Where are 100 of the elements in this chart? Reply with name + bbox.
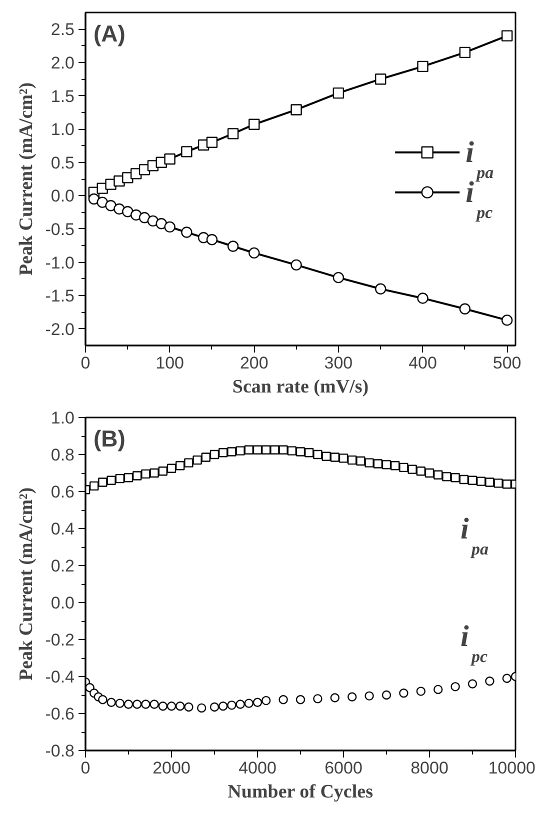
- x-tick-label: 6000: [324, 758, 362, 778]
- y-tick-label: 0.8: [50, 446, 75, 464]
- point: [206, 234, 218, 246]
- point: [132, 471, 142, 480]
- chart-title: (B): [94, 426, 126, 452]
- point: [459, 303, 471, 314]
- point: [287, 446, 296, 456]
- point: [330, 452, 340, 462]
- point: [348, 692, 357, 702]
- point: [122, 206, 134, 218]
- x-tick-label: 10000: [488, 758, 535, 778]
- point: [262, 445, 271, 454]
- point: [434, 684, 443, 694]
- point: [88, 193, 100, 205]
- point: [210, 450, 220, 460]
- x-tick-label: 0: [80, 758, 90, 778]
- point: [375, 283, 386, 294]
- y-tick-label: -1.0: [45, 253, 75, 272]
- point: [156, 218, 167, 230]
- point: [105, 200, 116, 212]
- point: [227, 128, 239, 140]
- point: [278, 695, 288, 704]
- point: [98, 695, 108, 704]
- point: [382, 460, 392, 470]
- point: [244, 698, 254, 708]
- point: [248, 247, 260, 259]
- point: [313, 450, 322, 460]
- point: [164, 221, 176, 233]
- point: [96, 196, 108, 208]
- point: [218, 448, 228, 458]
- y-tick-label: -0.2: [45, 630, 75, 650]
- x-tick-label: 0: [80, 354, 90, 372]
- y-tick-label: 0.2: [50, 556, 75, 576]
- y-tick-label: 0.0: [50, 594, 75, 612]
- y-tick-label: -2.0: [45, 320, 75, 339]
- x-tick-label: 2000: [152, 758, 190, 778]
- point: [252, 698, 262, 707]
- point: [399, 462, 408, 472]
- point: [218, 702, 228, 711]
- point: [296, 447, 306, 456]
- point: [417, 60, 428, 72]
- point: [322, 452, 331, 461]
- y-tick-label: 0.0: [50, 186, 75, 206]
- y-tick-label: 1.0: [50, 120, 75, 140]
- point: [501, 314, 513, 326]
- x-tick-label: 8000: [410, 758, 448, 778]
- point: [158, 702, 168, 711]
- point: [356, 456, 366, 466]
- point: [364, 691, 374, 701]
- point: [502, 674, 512, 683]
- point: [164, 153, 176, 165]
- point: [248, 118, 260, 130]
- point: [416, 466, 426, 476]
- point: [450, 682, 460, 692]
- point: [244, 445, 254, 454]
- point: [476, 476, 486, 486]
- point: [124, 700, 134, 709]
- y-tick-label: 2.0: [50, 53, 75, 72]
- point: [290, 259, 302, 271]
- point: [442, 472, 452, 482]
- point: [158, 466, 168, 476]
- y-axis-title: Peak Current (mA/cm²): [16, 487, 38, 681]
- point: [197, 703, 206, 713]
- point: [338, 454, 348, 463]
- point: [115, 474, 124, 484]
- point: [166, 702, 176, 711]
- point: [252, 445, 262, 454]
- point: [115, 698, 124, 708]
- y-tick-label: 0.4: [50, 520, 75, 538]
- point: [408, 464, 417, 474]
- chart-title: (A): [94, 20, 126, 46]
- point: [290, 104, 302, 116]
- point: [184, 702, 194, 712]
- point: [313, 694, 322, 704]
- y-tick-label: 0.6: [50, 482, 75, 502]
- point: [424, 468, 434, 478]
- point: [348, 455, 357, 465]
- point: [330, 693, 340, 702]
- point: [132, 700, 142, 709]
- point: [434, 470, 443, 480]
- point: [176, 702, 185, 711]
- y-tick-label: 0.5: [50, 153, 75, 172]
- point: [332, 272, 344, 284]
- point: [399, 688, 408, 698]
- point: [210, 702, 220, 712]
- point: [98, 478, 108, 487]
- x-tick-label: 200: [240, 354, 268, 372]
- y-axis-title: Peak Current (mA/cm²): [16, 82, 38, 276]
- point: [373, 459, 382, 468]
- point: [184, 458, 194, 468]
- point: [106, 476, 116, 485]
- y-tick-label: -0.6: [45, 704, 75, 724]
- point: [364, 458, 374, 468]
- y-tick-label: 1.0: [50, 408, 75, 428]
- point: [485, 478, 494, 487]
- point: [375, 74, 386, 85]
- point: [206, 136, 218, 148]
- x-tick-label: 500: [492, 354, 522, 372]
- point: [150, 468, 159, 478]
- y-tick-label: -0.8: [45, 742, 75, 760]
